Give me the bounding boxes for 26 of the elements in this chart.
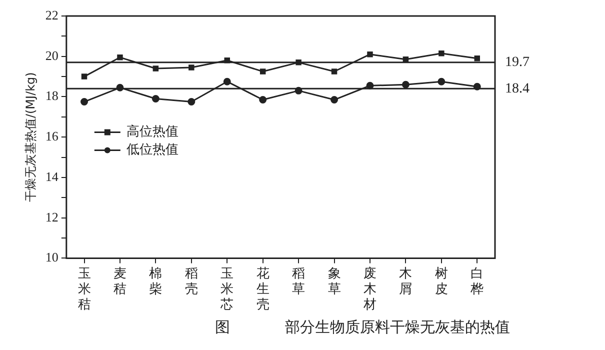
x-tick-label: 木屑 [399, 265, 412, 296]
ref-line-label: 18.4 [505, 81, 530, 96]
x-tick-label: 稻草 [292, 265, 306, 296]
legend-label: 低位热值 [126, 142, 178, 157]
y-tick-label: 10 [45, 250, 58, 265]
legend-label: 高位热值 [126, 124, 178, 139]
x-tick-label: 白桦 [470, 265, 484, 296]
x-tick-label: 树皮 [434, 265, 448, 296]
x-tick-label: 废木材 [362, 265, 376, 312]
x-tick-label: 麦秸 [113, 265, 126, 296]
y-tick-label: 20 [45, 48, 58, 63]
x-tick-label: 玉米秸 [78, 265, 91, 312]
ref-line-label: 19.7 [505, 55, 530, 70]
x-tick-label: 象草 [328, 265, 341, 296]
y-axis-title: 干燥无灰基热值/(MJ/kg) [23, 72, 38, 202]
y-tick-label: 18 [45, 88, 58, 104]
text: 部分生物质原料干燥无灰基的热值 [285, 318, 510, 337]
x-tick-label: 稻壳 [184, 265, 198, 296]
y-tick-label: 12 [45, 209, 58, 224]
x-tick-label: 棉柴 [149, 265, 162, 296]
y-tick-label: 14 [45, 168, 59, 184]
y-tick-label: 16 [45, 128, 59, 144]
y-tick-label: 22 [45, 7, 58, 22]
text: 图 [215, 319, 230, 337]
x-tick-label: 玉米芯 [220, 265, 234, 312]
x-tick-label: 花生壳 [256, 265, 270, 312]
